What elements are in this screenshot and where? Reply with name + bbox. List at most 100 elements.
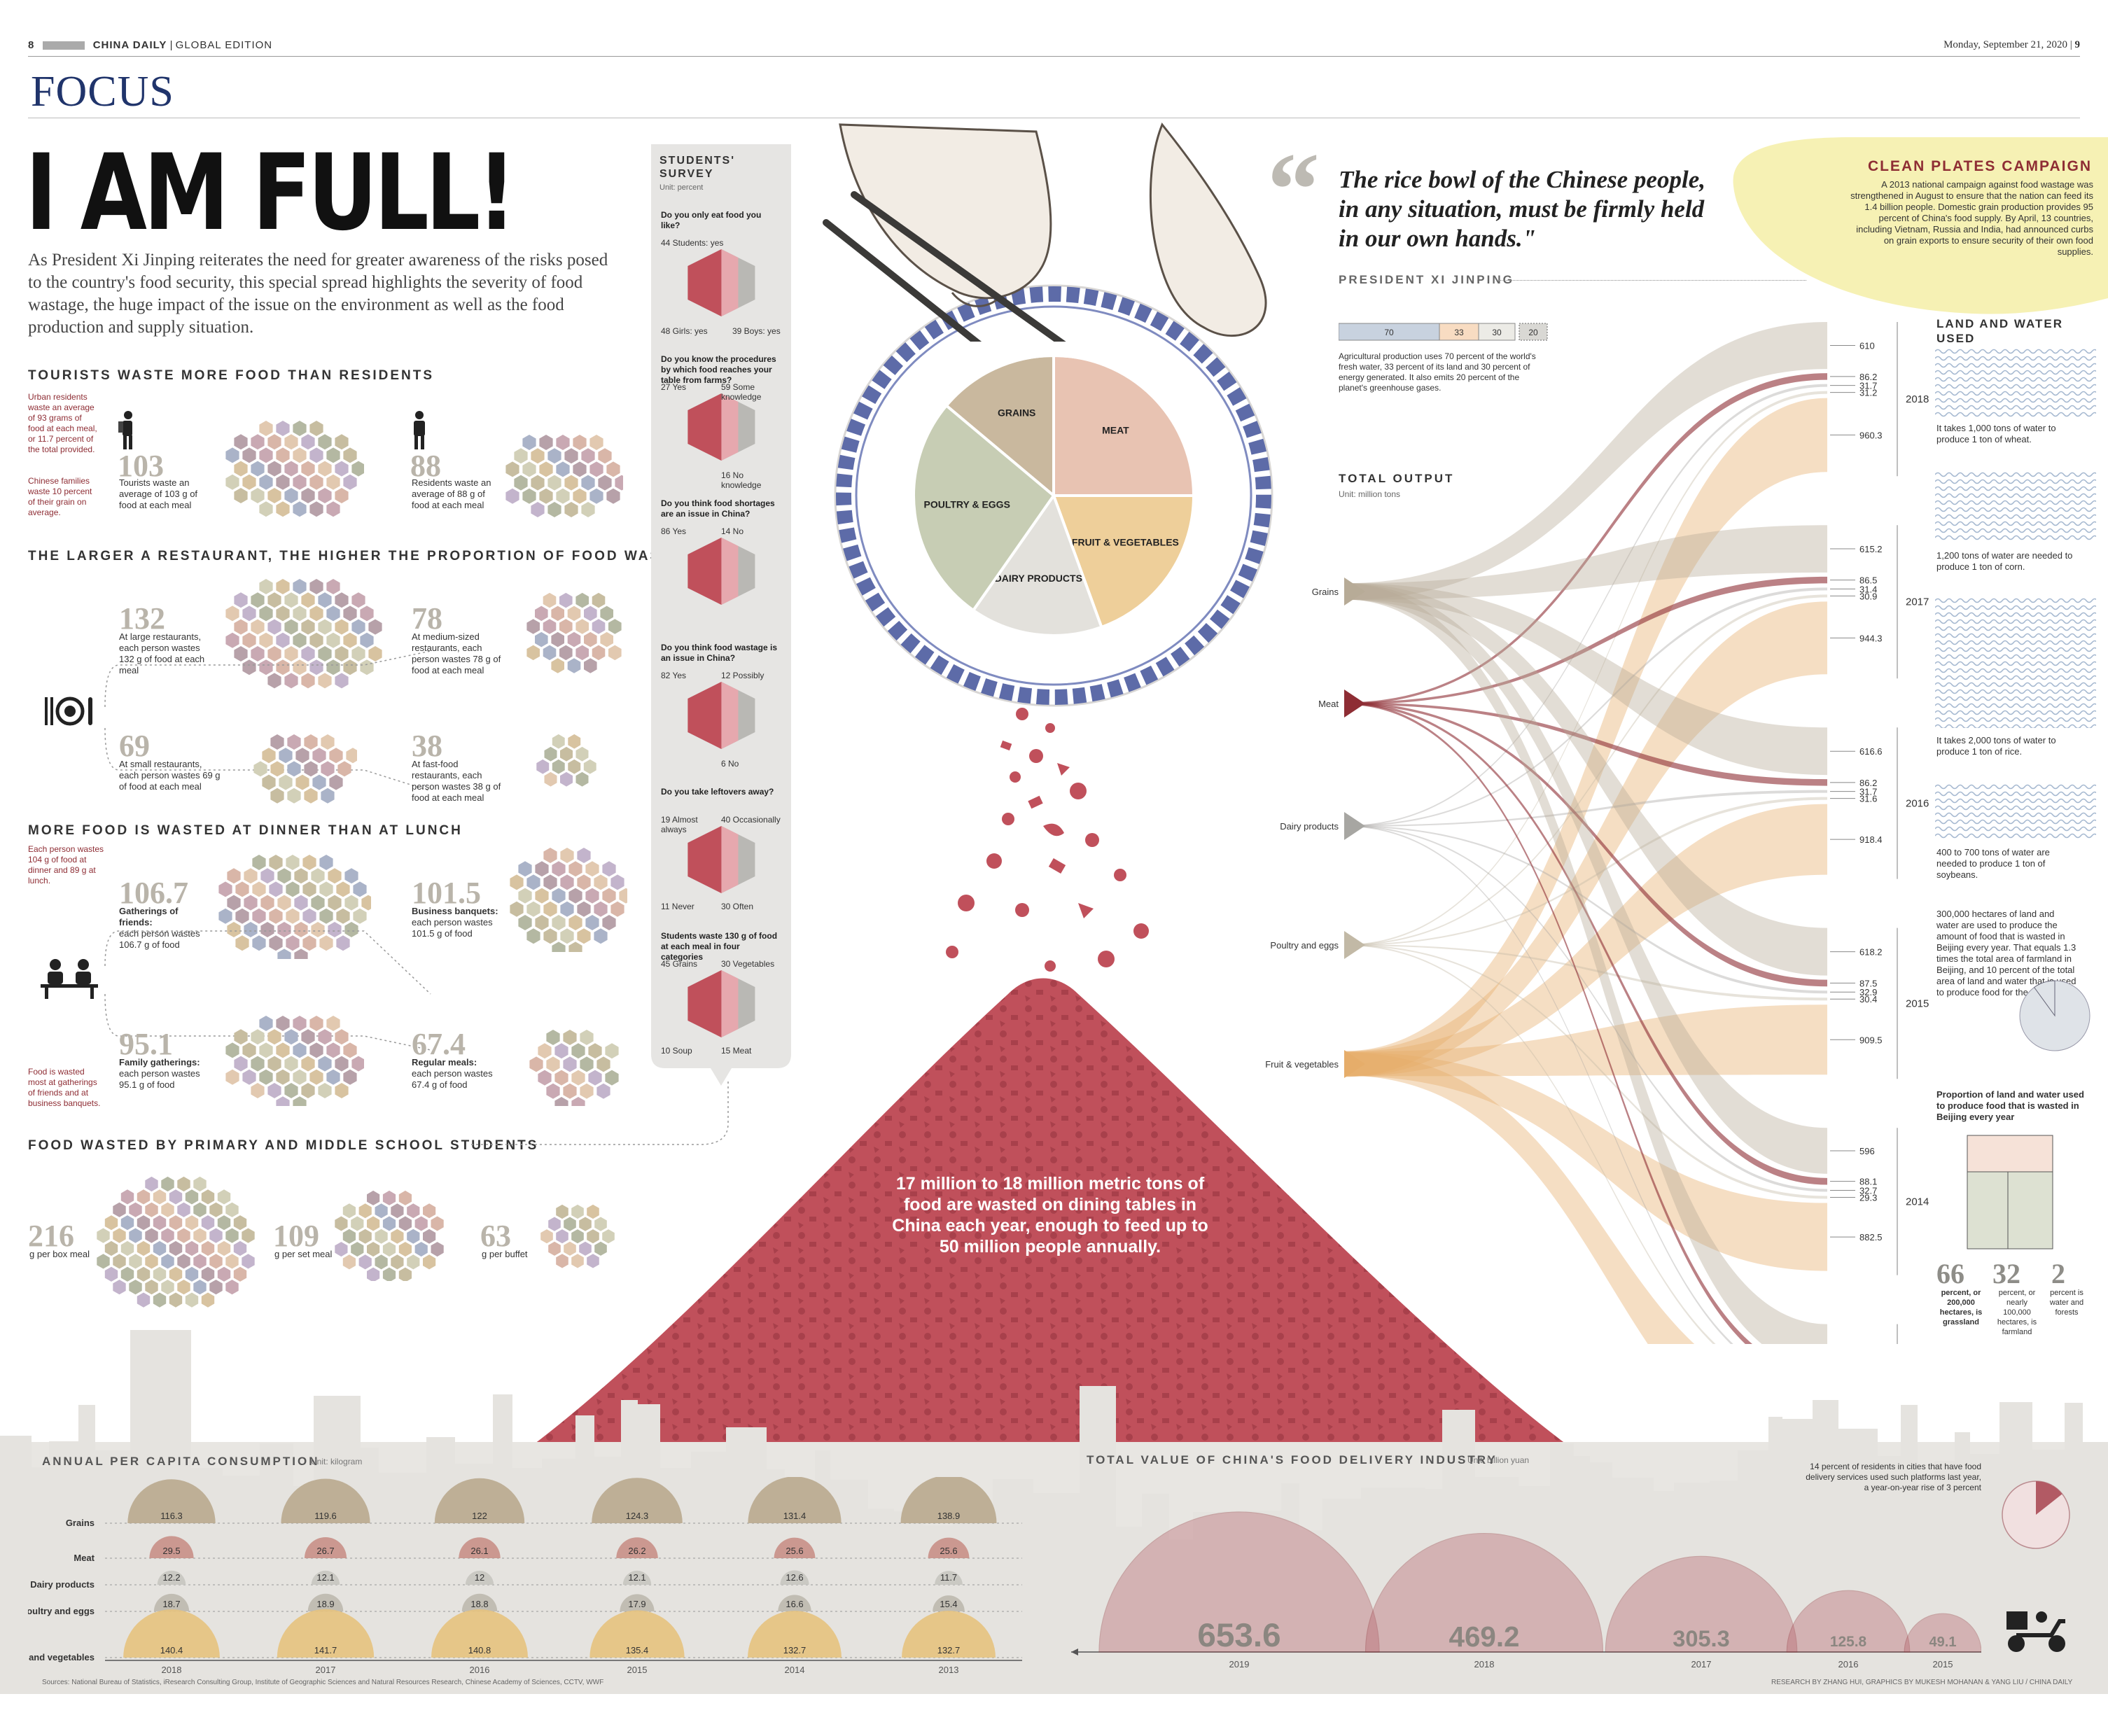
water-rice-text: It takes 2,000 tons of water to produce …	[1936, 735, 2056, 757]
sankey-value: 29.3	[1859, 1193, 1877, 1203]
consumption-year: 2013	[939, 1665, 959, 1675]
delivery-title: TOTAL VALUE OF CHINA'S FOOD DELIVERY IND…	[1087, 1453, 1498, 1466]
consumption-title: ANNUAL PER CAPITA CONSUMPTION	[42, 1455, 320, 1468]
sankey-source-label: Fruit & vegetables	[1265, 1059, 1339, 1070]
paper-name: CHINA DAILY	[92, 39, 167, 51]
hero-intro: As President Xi Jinping reiterates the n…	[28, 251, 608, 337]
agri-bar: 70 33 30 20	[1339, 323, 1548, 341]
survey-question: Do you take leftovers away?	[661, 787, 774, 797]
consumption-semicircle	[153, 1593, 190, 1611]
sankey-value: 86.5	[1859, 575, 1877, 586]
consumption-value: 26.1	[470, 1546, 488, 1556]
survey-answer: 6 No	[721, 759, 739, 769]
hex-buffet	[539, 1204, 616, 1274]
family-value: 95.1	[119, 1027, 173, 1061]
sankey-value: 32.9	[1859, 987, 1877, 997]
quote-text: The rice bowl of the Chinese people, in …	[1339, 166, 1705, 252]
sankey-value: 610	[1859, 341, 1875, 351]
business-label: Business banquets:	[412, 906, 498, 916]
consumption-semicircle	[127, 1479, 216, 1523]
consumption-row-label: Meat	[74, 1553, 95, 1563]
survey-answer: 30 Vegetables	[721, 959, 775, 969]
buffet-value: 63	[480, 1219, 511, 1253]
sankey-node	[1344, 578, 1365, 606]
falling-food	[946, 708, 1149, 972]
survey-connector	[469, 1082, 729, 1145]
consumption-semicircle	[774, 1537, 816, 1558]
consumption-value: 16.6	[786, 1599, 803, 1609]
consumption-semicircle	[900, 1477, 997, 1523]
survey-answer: 15 Meat	[721, 1046, 752, 1056]
survey-answer: 12 Possibly	[721, 671, 765, 680]
survey-question: Students waste 130 g of food at each mea…	[661, 931, 778, 962]
survey-hexagon	[687, 826, 755, 893]
tourist-text: Tourists waste an average of 103 g of fo…	[119, 477, 198, 510]
hands-graphic	[823, 122, 1267, 342]
consumption-value: 26.2	[628, 1546, 645, 1556]
consumption-semicircle	[157, 1570, 186, 1585]
large-text: At large restaurants, each person wastes…	[119, 631, 205, 676]
consumption-value: 132.7	[937, 1645, 961, 1656]
friends-text: each person wastes 106.7 g of food	[119, 928, 200, 950]
tourists-note-1: Urban residents waste an average of 93 g…	[28, 392, 97, 454]
page-date: Monday, September 21, 2020	[1943, 39, 2067, 50]
sankey-value: 618.2	[1859, 947, 1883, 958]
regular-label: Regular meals:	[412, 1057, 477, 1068]
business-value: 101.5	[412, 876, 481, 910]
consumption-semicircle	[748, 1611, 842, 1658]
prop-title: Proportion of land and water used to pro…	[1936, 1089, 2084, 1122]
sankey-flow	[1344, 398, 1827, 1077]
box-meal-value: 216	[28, 1219, 74, 1253]
sankey-value: 882.5	[1859, 1232, 1883, 1242]
sankey-value: 31.7	[1859, 787, 1877, 797]
hex-fast	[535, 734, 598, 790]
sankey-flow	[1344, 1052, 1695, 1344]
hex-tourists	[224, 420, 365, 518]
consumption-semicircle	[933, 1595, 965, 1611]
consumption-semicircle	[780, 1570, 809, 1585]
survey-answer: 30 Often	[721, 902, 754, 911]
delivery-semicircle	[1786, 1590, 1911, 1653]
delivery-value: 469.2	[1449, 1620, 1520, 1653]
water-waves-wheat	[1935, 349, 2096, 417]
consumption-value: 124.3	[626, 1511, 649, 1521]
campaign-bg	[1733, 137, 2108, 314]
agri-text: Agricultural production uses 70 percent …	[1339, 351, 1536, 393]
dinner-note-1: Each person wastes 104 g of food at dinn…	[28, 844, 104, 886]
survey-answer: 39 Boys: yes	[732, 326, 781, 336]
fast-text: At fast-food restaurants, each person wa…	[412, 759, 501, 803]
small-value: 69	[119, 729, 150, 763]
prop2-text: percent, or nearly 100,000 hectares, is …	[1997, 1289, 2037, 1336]
sankey-node	[1344, 931, 1365, 959]
delivery-year: 2018	[1474, 1659, 1495, 1670]
students-waste-heading: FOOD WASTED BY PRIMARY AND MIDDLE SCHOOL…	[28, 1138, 539, 1153]
hex-small	[252, 734, 360, 804]
set-meal-text: g per set meal	[274, 1249, 333, 1259]
page-number-right: 9	[2074, 39, 2081, 50]
consumption-value: 25.6	[940, 1546, 957, 1556]
sankey-value: 586.5	[1859, 1342, 1883, 1344]
land-pie	[2019, 980, 2090, 1051]
prop1-value: 66	[1936, 1258, 1964, 1289]
delivery-year: 2015	[1933, 1659, 1953, 1670]
sankey-source-label: Meat	[1318, 699, 1339, 709]
quote-author: PRESIDENT XI JINPING	[1339, 273, 1514, 286]
delivery-semicircle	[1098, 1511, 1380, 1653]
edition-name: GLOBAL EDITION	[175, 39, 273, 51]
campaign-text: A 2013 national campaign against food wa…	[1850, 179, 2093, 257]
water-waves-corn	[1935, 472, 2096, 540]
prop3-text: percent is water and forests	[2049, 1289, 2084, 1317]
agri-bar-land: 33	[1454, 328, 1464, 337]
consumption-value: 140.4	[160, 1645, 183, 1656]
page-header-left: 8 CHINA DAILY | GLOBAL EDITION	[28, 39, 273, 51]
quote-rule	[1498, 280, 1806, 281]
consumption-chart: Grains Meat Dairy products Poultry and eggs…	[28, 1477, 1022, 1675]
consumption-semicircle	[461, 1593, 498, 1611]
hex-large	[224, 578, 385, 690]
consumption-value: 122	[472, 1511, 487, 1521]
agri-bar-energy: 30	[1492, 328, 1502, 337]
survey-question: Do you know the procedures by which food…	[661, 354, 776, 385]
consumption-semicircle	[434, 1478, 525, 1523]
sankey-value: 944.3	[1859, 633, 1883, 643]
survey-question: Do you only eat food you like?	[661, 210, 762, 230]
